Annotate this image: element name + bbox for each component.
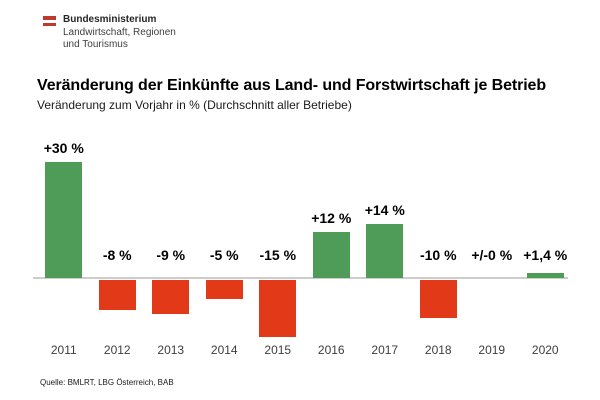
value-label-2011: +30 % [43, 140, 84, 157]
bar-chart: +30 % 2011 -8 % 2012 -9 % 2013 -5 % 2014 -15 % 20… [33, 135, 568, 365]
bar-2013 [152, 279, 190, 315]
ministry-logo-text: Bundesministerium Landwirtschaft, Region… [63, 14, 176, 52]
ministry-name: Bundesministerium [63, 14, 157, 25]
x-axis-label-2016: 2016 [317, 343, 345, 357]
x-axis-label-2012: 2012 [103, 343, 131, 357]
bar-2016 [312, 231, 350, 278]
title-block: Veränderung der Einkünfte aus Land- und … [37, 77, 577, 112]
source-note: Quelle: BMLRT, LBG Österreich, BAB [40, 378, 174, 387]
austria-flag-icon [43, 16, 56, 26]
x-axis-label-2019: 2019 [478, 343, 506, 357]
value-label-2012: -8 % [102, 247, 132, 263]
chart-subtitle: Veränderung zum Vorjahr in % (Durchschni… [37, 98, 352, 112]
x-axis-label-2011: 2011 [50, 343, 77, 357]
ministry-department-line2: und Tourismus [63, 39, 128, 50]
x-axis-label-2015: 2015 [264, 343, 292, 357]
x-axis-label-2020: 2020 [531, 343, 559, 357]
value-label-2020: +1,4 % [523, 247, 568, 263]
bar-2012 [98, 279, 136, 311]
chart-title: Veränderung der Einkünfte aus Land- und … [37, 77, 547, 94]
ministry-department-line1: Landwirtschaft, Regionen [63, 26, 176, 38]
zero-axis-line [33, 277, 568, 279]
x-axis-label-2018: 2018 [424, 343, 452, 357]
bar-2011 [45, 162, 83, 278]
value-label-2016: +12 % [311, 209, 352, 226]
flag-stripe-red-bottom [43, 22, 56, 26]
x-axis-label-2014: 2014 [210, 343, 238, 357]
bar-2017 [366, 223, 404, 278]
bar-2020 [526, 272, 564, 278]
bar-2018 [419, 279, 457, 319]
value-label-2014: -5 % [209, 247, 239, 263]
value-label-2018: -10 % [419, 247, 457, 263]
bar-2015 [259, 279, 297, 338]
ministry-logo: Bundesministerium Landwirtschaft, Region… [43, 14, 176, 52]
flag-stripe-red-top [43, 16, 56, 20]
x-axis-label-2013: 2013 [157, 343, 185, 357]
value-label-2015: -15 % [259, 247, 297, 263]
value-label-2017: +14 % [364, 201, 405, 218]
value-label-2013: -9 % [156, 247, 186, 263]
x-axis-label-2017: 2017 [371, 343, 399, 357]
value-label-2019: +/-0 % [471, 247, 513, 263]
bar-2014 [205, 279, 243, 299]
flag-stripe-white [43, 19, 56, 23]
